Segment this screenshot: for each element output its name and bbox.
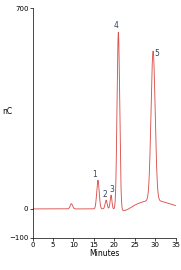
Y-axis label: nC: nC [2,107,12,116]
Text: 3: 3 [110,185,115,194]
Text: 4: 4 [114,21,119,30]
Text: 1: 1 [92,170,97,179]
Text: 5: 5 [154,49,159,58]
X-axis label: Minutes: Minutes [89,249,119,258]
Text: 2: 2 [102,190,107,200]
